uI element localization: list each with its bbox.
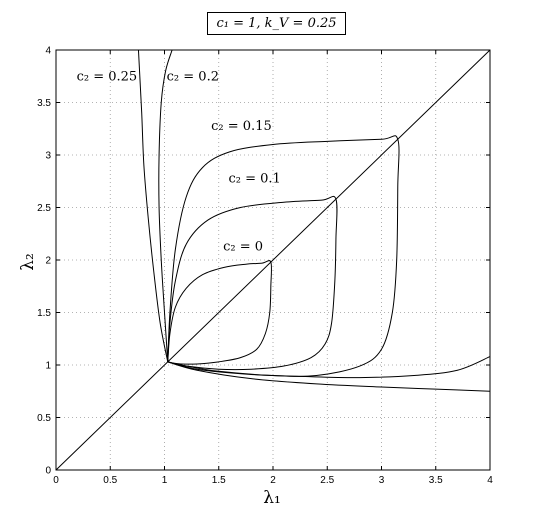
series-line-6 <box>137 49 169 362</box>
y-tick-label: 1 <box>45 361 51 372</box>
curve-label-0: c₂ = 0.25 <box>77 69 138 84</box>
y-tick-label: 4 <box>45 46 51 57</box>
x-tick-label: 0.5 <box>103 475 117 486</box>
x-tick-label: 1 <box>162 475 168 486</box>
curve-label-3: c₂ = 0.1 <box>229 171 281 186</box>
y-ticks: 0 0.5 1 1.5 2 2.5 3 3.5 4 <box>37 46 490 477</box>
chart-title: c₁ = 1, k_V = 0.25 <box>207 12 346 35</box>
y-tick-label: 0 <box>45 466 51 477</box>
y-tick-label: 2 <box>45 256 51 267</box>
x-tick-label: 3.5 <box>429 475 443 486</box>
series-layer <box>55 49 491 471</box>
y-tick-label: 3 <box>45 151 51 162</box>
x-tick-label: 3 <box>379 475 385 486</box>
series-line-1 <box>167 260 273 365</box>
curve-label-2: c₂ = 0.15 <box>211 119 272 134</box>
series-line-5 <box>167 356 491 379</box>
y-tick-label: 0.5 <box>37 413 51 424</box>
curve-label-1: c₂ = 0.2 <box>167 69 219 84</box>
x-tick-label: 2 <box>270 475 276 486</box>
y-tick-label: 3.5 <box>37 98 51 109</box>
x-tick-label: 0 <box>53 475 59 486</box>
x-tick-label: 1.5 <box>212 475 226 486</box>
x-tick-label: 4 <box>487 475 493 486</box>
x-ticks: 0 0.5 1 1.5 2 2.5 3 3.5 4 <box>53 50 493 486</box>
curve-label-4: c₂ = 0 <box>223 240 263 255</box>
annotations: c₂ = 0.25 c₂ = 0.2 c₂ = 0.15 c₂ = 0.1 c₂ = 0 <box>77 69 281 254</box>
y-tick-label: 1.5 <box>37 308 51 319</box>
x-tick-label: 2.5 <box>320 475 334 486</box>
y-tick-label: 2.5 <box>37 203 51 214</box>
y-axis-label: λ₂ <box>18 253 38 271</box>
series-line-4 <box>158 49 173 362</box>
series-line-0 <box>55 49 491 471</box>
series-line-7 <box>167 361 491 392</box>
series-line-2 <box>167 195 338 371</box>
x-axis-label: λ₁ <box>263 488 281 508</box>
